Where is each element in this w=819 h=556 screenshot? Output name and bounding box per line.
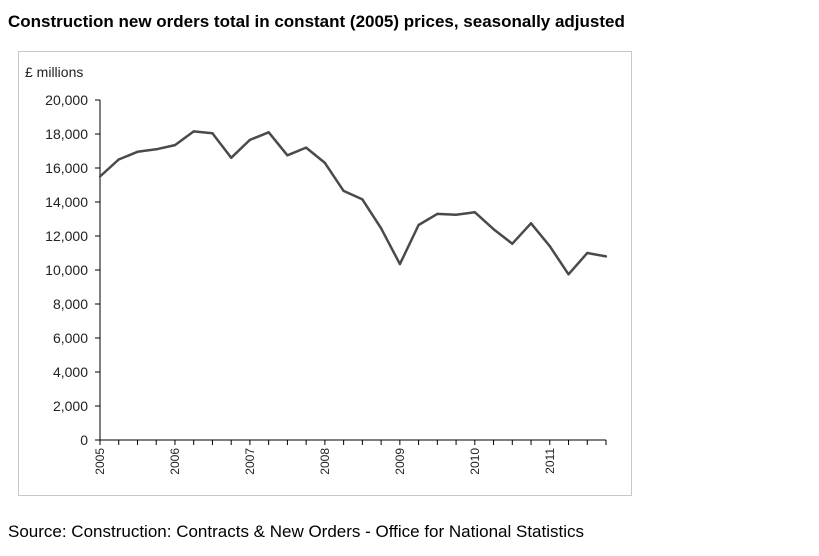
y-tick-label: 2,000 — [53, 398, 88, 414]
x-tick-label: 2006 — [168, 448, 182, 475]
x-tick-label: 2009 — [393, 448, 407, 475]
source-note: Source: Construction: Contracts & New Or… — [8, 522, 585, 541]
data-point — [304, 146, 308, 149]
data-point — [454, 213, 458, 216]
data-point — [155, 148, 158, 151]
data-point — [567, 273, 570, 276]
data-point — [136, 150, 139, 154]
y-tick-label: 0 — [80, 432, 88, 448]
data-point — [492, 228, 495, 231]
y-tick-label: 14,000 — [45, 194, 88, 210]
y-tick-label: 8,000 — [53, 296, 88, 312]
data-point — [342, 189, 345, 193]
y-tick-label: 16,000 — [45, 160, 88, 176]
data-point — [267, 131, 270, 134]
data-point — [98, 175, 102, 178]
data-point — [436, 212, 439, 216]
series-line — [99, 130, 607, 276]
y-tick-label: 12,000 — [45, 228, 88, 244]
data-point — [248, 138, 252, 142]
data-point — [511, 242, 514, 245]
x-tick-label: 2007 — [243, 448, 257, 475]
y-tick-label: 20,000 — [45, 92, 88, 108]
data-point — [398, 262, 402, 266]
data-point — [548, 245, 551, 248]
data-point — [361, 198, 364, 201]
x-tick-label: 2008 — [318, 448, 332, 475]
y-tick-label: 6,000 — [53, 330, 88, 346]
data-point — [417, 223, 420, 227]
chart-title: Construction new orders total in constan… — [8, 12, 625, 31]
data-point — [173, 143, 177, 147]
chart-frame — [18, 51, 632, 496]
y-axis-unit-label: £ millions — [25, 64, 83, 80]
data-point — [604, 255, 608, 258]
data-point — [323, 161, 327, 165]
y-tick-label: 4,000 — [53, 364, 88, 380]
data-point — [286, 154, 289, 157]
y-tick-label: 10,000 — [45, 262, 88, 278]
y-tick-label: 18,000 — [45, 126, 88, 142]
data-point — [529, 222, 533, 225]
data-point — [379, 227, 383, 230]
data-point — [229, 156, 233, 159]
data-point — [473, 211, 477, 214]
data-point — [211, 131, 214, 135]
data-point — [117, 158, 120, 161]
data-point — [192, 130, 195, 133]
x-tick-label: 2010 — [468, 448, 482, 475]
data-point — [586, 251, 589, 255]
x-tick-label: 2011 — [543, 448, 557, 474]
x-tick-label: 2005 — [93, 448, 107, 475]
